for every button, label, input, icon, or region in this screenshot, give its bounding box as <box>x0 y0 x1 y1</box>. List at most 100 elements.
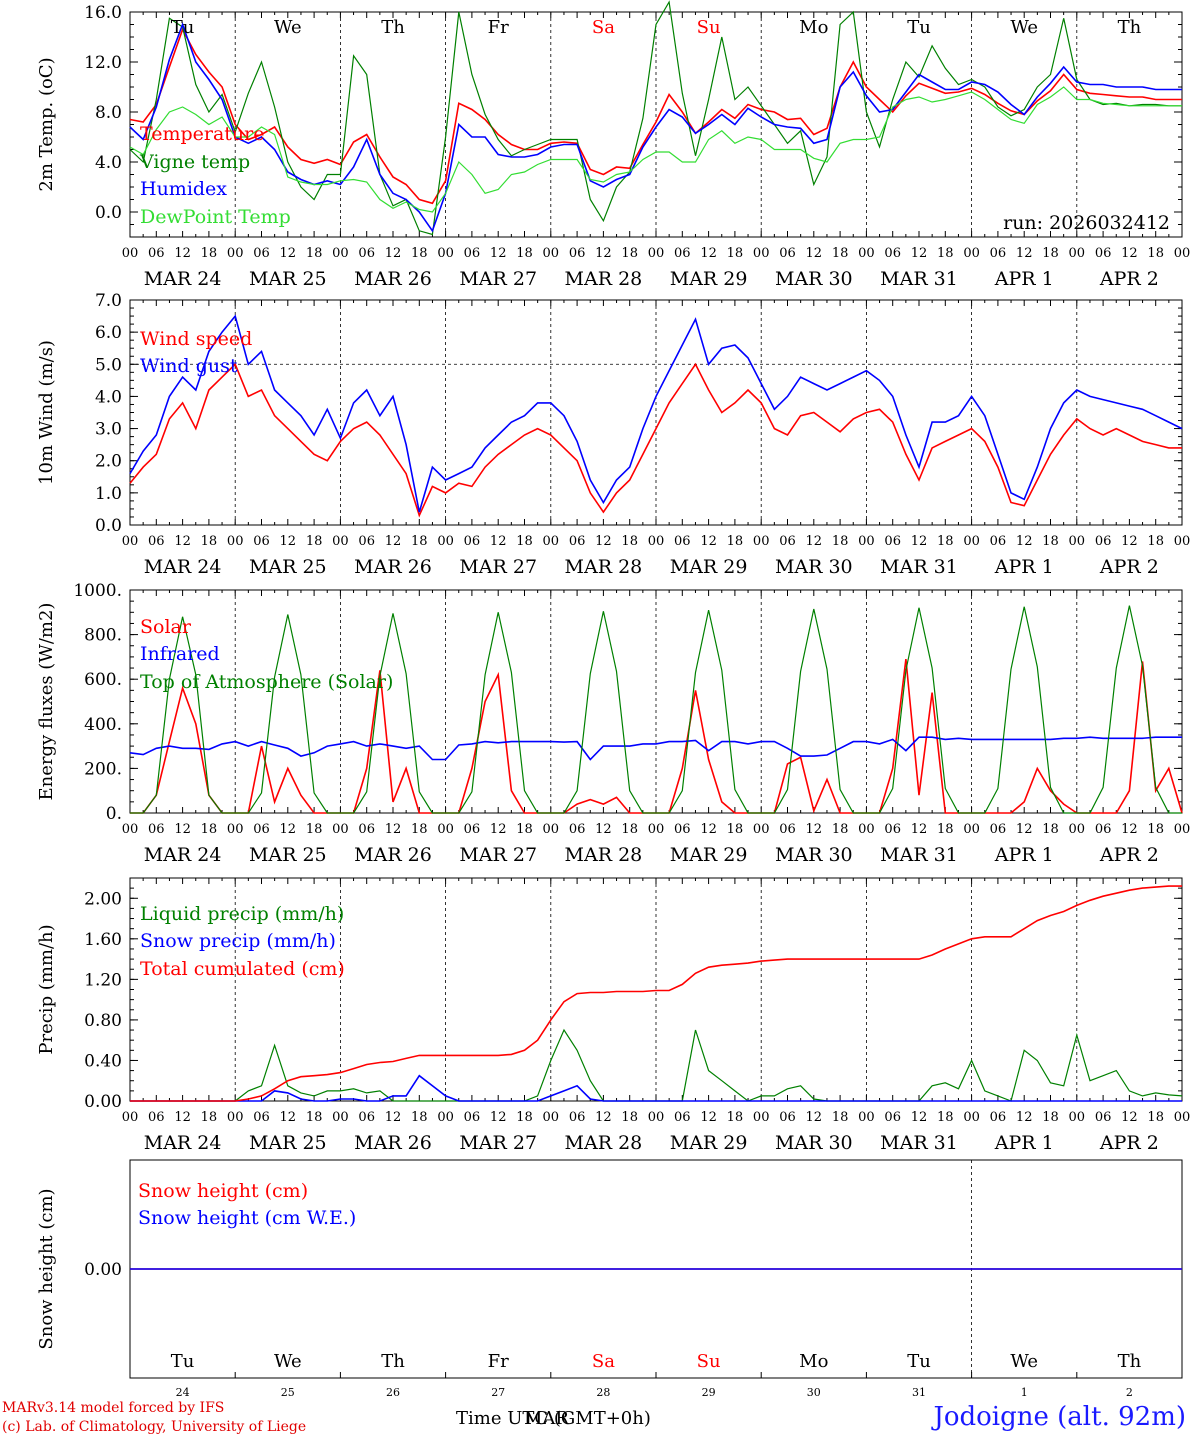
hour-label: 18 <box>621 246 638 261</box>
hour-label: 12 <box>806 246 823 261</box>
weekday-label: Fr <box>488 1351 509 1372</box>
hour-label: 12 <box>911 1110 928 1125</box>
hour-label: 18 <box>1042 246 1059 261</box>
run-label: run: 2026032412 <box>1003 212 1170 234</box>
date-label: MAR 25 <box>249 1132 327 1154</box>
hour-label: 06 <box>358 534 375 549</box>
date-label: MAR 24 <box>144 268 222 290</box>
day-number-label: 29 <box>702 1386 716 1399</box>
hour-label: 00 <box>753 534 770 549</box>
hour-label: 18 <box>411 822 428 837</box>
weekday-label: Th <box>381 17 405 38</box>
y-tick-label: 800. <box>84 626 122 646</box>
y-tick-label: 16.0 <box>84 3 122 23</box>
hour-label: 18 <box>516 246 533 261</box>
hour-label: 00 <box>1069 822 1086 837</box>
hour-label: 12 <box>806 1110 823 1125</box>
legend-entry: Total cumulated (cm) <box>140 958 345 980</box>
hour-label: 00 <box>648 822 665 837</box>
hour-label: 18 <box>937 246 954 261</box>
hour-label: 06 <box>779 246 796 261</box>
date-label: APR 2 <box>1099 268 1159 290</box>
hour-label: 00 <box>543 822 560 837</box>
y-axis-label: 10m Wind (m/s) <box>36 340 57 485</box>
hour-label: 06 <box>674 246 691 261</box>
day-number-label: 31 <box>912 1386 926 1399</box>
y-tick-label: 5.0 <box>95 355 122 375</box>
y-tick-label: 600. <box>84 670 122 690</box>
hour-label: 12 <box>174 534 191 549</box>
hour-label: 00 <box>437 1110 454 1125</box>
hour-label: 18 <box>1042 534 1059 549</box>
hour-label: 12 <box>385 534 402 549</box>
hour-label: 18 <box>621 534 638 549</box>
weekday-label: Su <box>697 17 721 38</box>
hour-label: 12 <box>1121 246 1138 261</box>
hour-label: 18 <box>621 822 638 837</box>
hour-label: 06 <box>253 246 270 261</box>
hour-label: 18 <box>306 534 323 549</box>
series-line-snow-precip-mm-h- <box>130 1074 1182 1102</box>
weekday-label: Sa <box>592 1351 615 1372</box>
hour-label: 00 <box>227 246 244 261</box>
hour-label: 00 <box>122 1110 139 1125</box>
hour-label: 18 <box>201 822 218 837</box>
hour-label: 00 <box>332 534 349 549</box>
y-tick-label: 7.0 <box>95 291 122 311</box>
hour-label: 06 <box>674 822 691 837</box>
hour-label: 00 <box>543 1110 560 1125</box>
hour-label: 18 <box>411 1110 428 1125</box>
y-tick-label: 4.0 <box>95 387 122 407</box>
legend-entry: Top of Atmosphere (Solar) <box>140 671 393 693</box>
hour-label: 12 <box>280 246 297 261</box>
hour-label: 00 <box>332 246 349 261</box>
date-label: MAR 28 <box>565 556 643 578</box>
hour-label: 18 <box>306 822 323 837</box>
weekday-label: Th <box>1118 17 1142 38</box>
date-label: MAR 26 <box>354 268 432 290</box>
hour-label: 00 <box>437 246 454 261</box>
hour-label: 06 <box>148 1110 165 1125</box>
y-axis-label: Energy fluxes (W/m2) <box>36 603 57 801</box>
date-label: APR 1 <box>994 268 1054 290</box>
hour-label: 18 <box>727 246 744 261</box>
date-label: MAR 27 <box>459 844 537 866</box>
hour-label: 06 <box>990 534 1007 549</box>
hour-label: 00 <box>753 1110 770 1125</box>
hour-label: 12 <box>700 822 717 837</box>
hour-label: 00 <box>1069 1110 1086 1125</box>
hour-label: 18 <box>516 534 533 549</box>
hour-label: 00 <box>122 246 139 261</box>
hour-label: 00 <box>227 534 244 549</box>
hour-label: 00 <box>963 246 980 261</box>
series-line-humidex <box>129 22 1182 233</box>
hour-label: 12 <box>1016 1110 1033 1125</box>
hour-label: 18 <box>832 534 849 549</box>
hour-label: 06 <box>1095 822 1112 837</box>
y-tick-label: 4.0 <box>95 153 122 173</box>
hour-label: 18 <box>411 246 428 261</box>
day-number-label: 25 <box>281 1386 295 1399</box>
hour-label: 12 <box>280 534 297 549</box>
series-line-temperature <box>129 27 1182 205</box>
weekday-label: Mo <box>799 17 828 38</box>
hour-label: 12 <box>911 246 928 261</box>
hour-label: 18 <box>306 246 323 261</box>
legend-entry: Temperature <box>140 123 264 145</box>
hour-label: 12 <box>595 822 612 837</box>
hour-label: 00 <box>332 822 349 837</box>
hour-label: 00 <box>437 534 454 549</box>
panel-frame-energy <box>129 589 1183 814</box>
hour-label: 18 <box>1147 822 1164 837</box>
hour-label: 12 <box>490 822 507 837</box>
panel-frame-wind <box>129 299 1183 526</box>
hour-label: 18 <box>937 822 954 837</box>
day-number-label: 30 <box>807 1386 821 1399</box>
hour-label: 06 <box>148 246 165 261</box>
y-tick-label: 400. <box>84 715 122 735</box>
hour-label: 06 <box>358 1110 375 1125</box>
y-tick-label: 1000. <box>73 581 122 601</box>
time-axis-label: Time UTC (GMT+0h) MAR <box>456 1408 651 1429</box>
hour-label: 06 <box>884 246 901 261</box>
date-label: MAR 26 <box>354 844 432 866</box>
